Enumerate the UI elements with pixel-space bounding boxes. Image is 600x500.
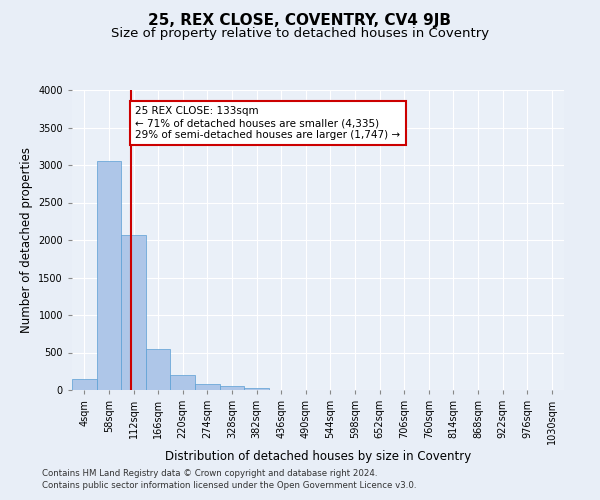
- Text: Size of property relative to detached houses in Coventry: Size of property relative to detached ho…: [111, 28, 489, 40]
- X-axis label: Distribution of detached houses by size in Coventry: Distribution of detached houses by size …: [165, 450, 471, 463]
- Text: Contains public sector information licensed under the Open Government Licence v3: Contains public sector information licen…: [42, 481, 416, 490]
- Bar: [146, 349, 170, 390]
- Bar: [72, 379, 97, 390]
- Bar: [244, 388, 269, 390]
- Bar: [220, 386, 244, 390]
- Bar: [170, 375, 195, 390]
- Bar: [195, 384, 220, 390]
- Text: 25, REX CLOSE, COVENTRY, CV4 9JB: 25, REX CLOSE, COVENTRY, CV4 9JB: [149, 12, 452, 28]
- Bar: [97, 161, 121, 390]
- Text: 25 REX CLOSE: 133sqm
← 71% of detached houses are smaller (4,335)
29% of semi-de: 25 REX CLOSE: 133sqm ← 71% of detached h…: [136, 106, 400, 140]
- Text: Contains HM Land Registry data © Crown copyright and database right 2024.: Contains HM Land Registry data © Crown c…: [42, 468, 377, 477]
- Y-axis label: Number of detached properties: Number of detached properties: [20, 147, 32, 333]
- Bar: [121, 235, 146, 390]
